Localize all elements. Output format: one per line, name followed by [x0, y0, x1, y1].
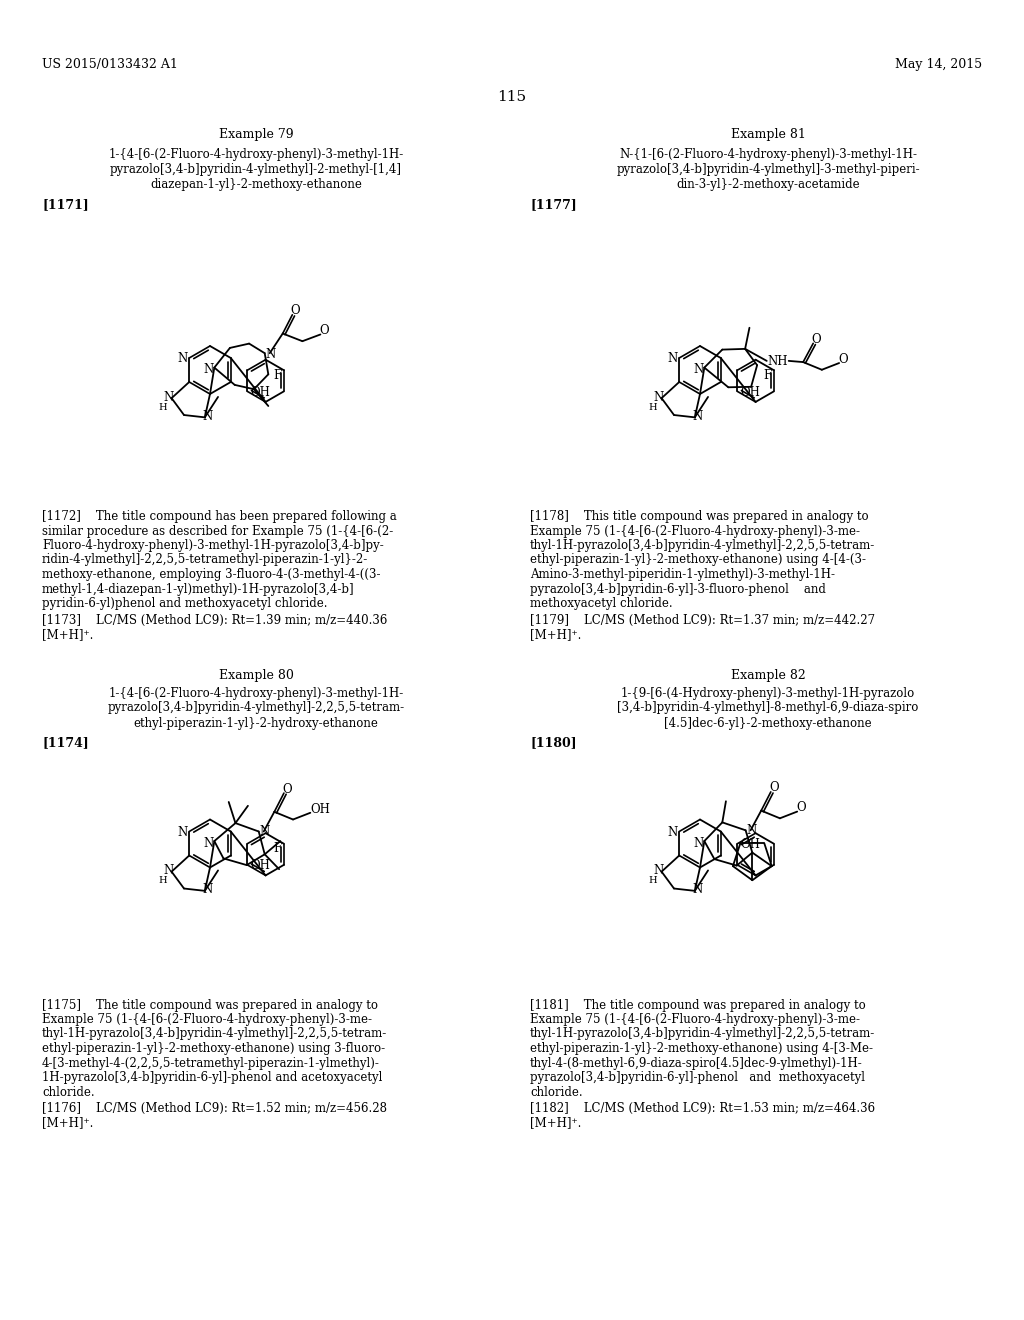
Text: O: O [839, 352, 848, 366]
Text: OH: OH [740, 838, 760, 851]
Text: similar procedure as described for Example 75 (1-{4-[6-(2-: similar procedure as described for Examp… [42, 524, 393, 537]
Text: Example 75 (1-{4-[6-(2-Fluoro-4-hydroxy-phenyl)-3-me-: Example 75 (1-{4-[6-(2-Fluoro-4-hydroxy-… [42, 1012, 372, 1026]
Text: N: N [653, 391, 664, 404]
Text: H: H [648, 876, 656, 886]
Text: US 2015/0133432 A1: US 2015/0133432 A1 [42, 58, 178, 71]
Text: ethyl-piperazin-1-yl}-2-methoxy-ethanone) using 3-fluoro-: ethyl-piperazin-1-yl}-2-methoxy-ethanone… [42, 1041, 385, 1055]
Text: thyl-1H-pyrazolo[3,4-b]pyridin-4-ylmethyl]-2,2,5,5-tetram-: thyl-1H-pyrazolo[3,4-b]pyridin-4-ylmethy… [42, 1027, 387, 1040]
Text: thyl-1H-pyrazolo[3,4-b]pyridin-4-ylmethyl]-2,2,5,5-tetram-: thyl-1H-pyrazolo[3,4-b]pyridin-4-ylmethy… [530, 539, 876, 552]
Text: O: O [769, 781, 778, 795]
Text: F: F [273, 368, 282, 381]
Text: [1181]    The title compound was prepared in analogy to: [1181] The title compound was prepared i… [530, 998, 865, 1011]
Text: NH: NH [767, 355, 788, 368]
Text: N: N [203, 363, 213, 376]
Text: N: N [203, 883, 213, 896]
Text: H: H [648, 403, 656, 412]
Text: [3,4-b]pyridin-4-ylmethyl]-8-methyl-6,9-diaza-spiro: [3,4-b]pyridin-4-ylmethyl]-8-methyl-6,9-… [617, 701, 919, 714]
Text: O: O [797, 801, 806, 814]
Text: OH: OH [740, 385, 760, 399]
Text: [M+H]⁺.: [M+H]⁺. [530, 1117, 582, 1130]
Text: N: N [746, 824, 757, 837]
Text: N: N [653, 865, 664, 878]
Text: [1175]    The title compound was prepared in analogy to: [1175] The title compound was prepared i… [42, 998, 378, 1011]
Text: N: N [164, 391, 174, 404]
Text: 1H-pyrazolo[3,4-b]pyridin-6-yl]-phenol and acetoxyacetyl: 1H-pyrazolo[3,4-b]pyridin-6-yl]-phenol a… [42, 1071, 382, 1084]
Text: thyl-4-(8-methyl-6,9-diaza-spiro[4.5]dec-9-ylmethyl)-1H-: thyl-4-(8-methyl-6,9-diaza-spiro[4.5]dec… [530, 1056, 863, 1069]
Text: [1176]    LC/MS (Method LC9): Rt=1.52 min; m/z=456.28: [1176] LC/MS (Method LC9): Rt=1.52 min; … [42, 1102, 387, 1115]
Text: pyrazolo[3,4-b]pyridin-6-yl]-3-fluoro-phenol    and: pyrazolo[3,4-b]pyridin-6-yl]-3-fluoro-ph… [530, 582, 826, 595]
Text: N: N [203, 409, 213, 422]
Text: ethyl-piperazin-1-yl}-2-methoxy-ethanone) using 4-[3-Me-: ethyl-piperazin-1-yl}-2-methoxy-ethanone… [530, 1041, 873, 1055]
Text: 4-[3-methyl-4-(2,2,5,5-tetramethyl-piperazin-1-ylmethyl)-: 4-[3-methyl-4-(2,2,5,5-tetramethyl-piper… [42, 1056, 380, 1069]
Text: N: N [203, 837, 213, 850]
Text: methoxy-ethanone, employing 3-fluoro-4-(3-methyl-4-((3-: methoxy-ethanone, employing 3-fluoro-4-(… [42, 568, 381, 581]
Text: [1172]    The title compound has been prepared following a: [1172] The title compound has been prepa… [42, 510, 396, 523]
Text: [1179]    LC/MS (Method LC9): Rt=1.37 min; m/z=442.27: [1179] LC/MS (Method LC9): Rt=1.37 min; … [530, 614, 876, 627]
Text: [1171]: [1171] [42, 198, 89, 211]
Text: din-3-yl}-2-methoxy-acetamide: din-3-yl}-2-methoxy-acetamide [676, 178, 860, 191]
Text: Example 79: Example 79 [219, 128, 293, 141]
Text: OH: OH [250, 385, 270, 399]
Text: 115: 115 [498, 90, 526, 104]
Text: Example 81: Example 81 [730, 128, 806, 141]
Text: N: N [177, 826, 187, 840]
Text: chloride.: chloride. [530, 1085, 583, 1098]
Text: 1-{9-[6-(4-Hydroxy-phenyl)-3-methyl-1H-pyrazolo: 1-{9-[6-(4-Hydroxy-phenyl)-3-methyl-1H-p… [621, 686, 915, 700]
Text: N: N [693, 837, 703, 850]
Text: [1174]: [1174] [42, 737, 89, 750]
Text: pyrazolo[3,4-b]pyridin-6-yl]-phenol   and  methoxyacetyl: pyrazolo[3,4-b]pyridin-6-yl]-phenol and … [530, 1071, 865, 1084]
Text: OH: OH [250, 859, 270, 873]
Text: H: H [159, 876, 167, 886]
Text: N: N [692, 883, 702, 896]
Text: [M+H]⁺.: [M+H]⁺. [530, 628, 582, 642]
Text: Example 75 (1-{4-[6-(2-Fluoro-4-hydroxy-phenyl)-3-me-: Example 75 (1-{4-[6-(2-Fluoro-4-hydroxy-… [530, 1012, 860, 1026]
Text: N: N [667, 826, 677, 840]
Text: Example 80: Example 80 [218, 668, 294, 681]
Text: pyrazolo[3,4-b]pyridin-4-ylmethyl]-2,2,5,5-tetram-: pyrazolo[3,4-b]pyridin-4-ylmethyl]-2,2,5… [108, 701, 404, 714]
Text: N: N [692, 409, 702, 422]
Text: Example 75 (1-{4-[6-(2-Fluoro-4-hydroxy-phenyl)-3-me-: Example 75 (1-{4-[6-(2-Fluoro-4-hydroxy-… [530, 524, 860, 537]
Text: [1177]: [1177] [530, 198, 577, 211]
Text: O: O [291, 305, 300, 317]
Text: pyrazolo[3,4-b]pyridin-4-ylmethyl]-2-methyl-[1,4]: pyrazolo[3,4-b]pyridin-4-ylmethyl]-2-met… [110, 162, 402, 176]
Text: 1-{4-[6-(2-Fluoro-4-hydroxy-phenyl)-3-methyl-1H-: 1-{4-[6-(2-Fluoro-4-hydroxy-phenyl)-3-me… [109, 686, 403, 700]
Text: F: F [273, 842, 282, 855]
Text: O: O [319, 323, 329, 337]
Text: N: N [260, 825, 270, 838]
Text: ethyl-piperazin-1-yl}-2-hydroxy-ethanone: ethyl-piperazin-1-yl}-2-hydroxy-ethanone [133, 717, 379, 730]
Text: diazepan-1-yl}-2-methoxy-ethanone: diazepan-1-yl}-2-methoxy-ethanone [151, 178, 361, 191]
Text: chloride.: chloride. [42, 1085, 94, 1098]
Text: [1182]    LC/MS (Method LC9): Rt=1.53 min; m/z=464.36: [1182] LC/MS (Method LC9): Rt=1.53 min; … [530, 1102, 876, 1115]
Text: [M+H]⁺.: [M+H]⁺. [42, 628, 93, 642]
Text: thyl-1H-pyrazolo[3,4-b]pyridin-4-ylmethyl]-2,2,5,5-tetram-: thyl-1H-pyrazolo[3,4-b]pyridin-4-ylmethy… [530, 1027, 876, 1040]
Text: N-{1-[6-(2-Fluoro-4-hydroxy-phenyl)-3-methyl-1H-: N-{1-[6-(2-Fluoro-4-hydroxy-phenyl)-3-me… [618, 148, 918, 161]
Text: [1178]    This title compound was prepared in analogy to: [1178] This title compound was prepared … [530, 510, 868, 523]
Text: ridin-4-ylmethyl]-2,2,5,5-tetramethyl-piperazin-1-yl}-2-: ridin-4-ylmethyl]-2,2,5,5-tetramethyl-pi… [42, 553, 369, 566]
Text: N: N [667, 352, 677, 366]
Text: May 14, 2015: May 14, 2015 [895, 58, 982, 71]
Text: N: N [693, 363, 703, 376]
Text: [1180]: [1180] [530, 737, 577, 750]
Text: O: O [282, 783, 292, 796]
Text: F: F [764, 368, 772, 381]
Text: pyridin-6-yl)phenol and methoxyacetyl chloride.: pyridin-6-yl)phenol and methoxyacetyl ch… [42, 597, 328, 610]
Text: N: N [265, 347, 275, 360]
Text: [4.5]dec-6-yl}-2-methoxy-ethanone: [4.5]dec-6-yl}-2-methoxy-ethanone [665, 717, 871, 730]
Text: O: O [811, 333, 821, 346]
Text: Example 82: Example 82 [731, 668, 805, 681]
Text: OH: OH [310, 804, 331, 816]
Text: 1-{4-[6-(2-Fluoro-4-hydroxy-phenyl)-3-methyl-1H-: 1-{4-[6-(2-Fluoro-4-hydroxy-phenyl)-3-me… [109, 148, 403, 161]
Text: [1173]    LC/MS (Method LC9): Rt=1.39 min; m/z=440.36: [1173] LC/MS (Method LC9): Rt=1.39 min; … [42, 614, 387, 627]
Text: Fluoro-4-hydroxy-phenyl)-3-methyl-1H-pyrazolo[3,4-b]py-: Fluoro-4-hydroxy-phenyl)-3-methyl-1H-pyr… [42, 539, 384, 552]
Text: N: N [177, 352, 187, 366]
Text: pyrazolo[3,4-b]pyridin-4-ylmethyl]-3-methyl-piperi-: pyrazolo[3,4-b]pyridin-4-ylmethyl]-3-met… [616, 162, 920, 176]
Text: Amino-3-methyl-piperidin-1-ylmethyl)-3-methyl-1H-: Amino-3-methyl-piperidin-1-ylmethyl)-3-m… [530, 568, 835, 581]
Text: methoxyacetyl chloride.: methoxyacetyl chloride. [530, 597, 673, 610]
Text: ethyl-piperazin-1-yl}-2-methoxy-ethanone) using 4-[4-(3-: ethyl-piperazin-1-yl}-2-methoxy-ethanone… [530, 553, 866, 566]
Text: methyl-1,4-diazepan-1-yl)methyl)-1H-pyrazolo[3,4-b]: methyl-1,4-diazepan-1-yl)methyl)-1H-pyra… [42, 582, 354, 595]
Text: N: N [164, 865, 174, 878]
Text: [M+H]⁺.: [M+H]⁺. [42, 1117, 93, 1130]
Text: H: H [159, 403, 167, 412]
